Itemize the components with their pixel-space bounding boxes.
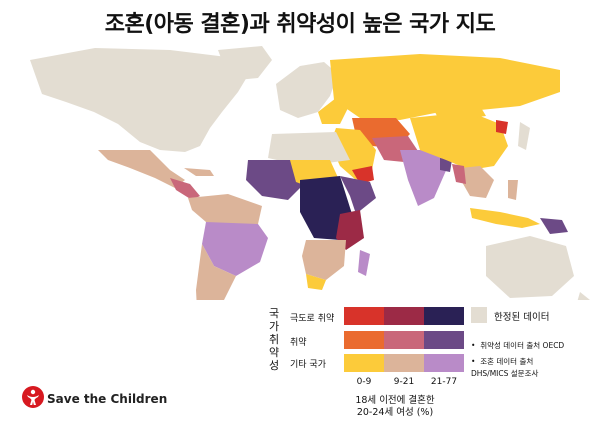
legend-caption: 18세 이전에 결혼한 20-24세 여성 (%) bbox=[320, 395, 470, 419]
west-africa bbox=[246, 160, 304, 200]
brazil bbox=[202, 222, 268, 276]
mexico bbox=[98, 150, 185, 188]
horn-of-africa bbox=[340, 176, 376, 214]
middle-east bbox=[330, 128, 376, 180]
legend-cell-r0-c1 bbox=[384, 307, 424, 325]
myanmar bbox=[452, 164, 466, 184]
legend-col-9-21: 9-21 bbox=[393, 377, 415, 387]
limited-data-swatch bbox=[471, 307, 487, 323]
source-child-marriage-survey: DHS/MICS 설문조사 bbox=[471, 369, 539, 378]
south-america-south bbox=[196, 244, 236, 300]
south-africa bbox=[306, 274, 326, 290]
legend-col-21-77: 21-77 bbox=[430, 377, 458, 387]
india bbox=[400, 150, 448, 206]
bangladesh bbox=[440, 158, 452, 172]
legend-col-0-9: 0-9 bbox=[356, 377, 372, 387]
philippines bbox=[508, 180, 518, 200]
southern-africa bbox=[302, 240, 346, 280]
legend-cell-r2-c2 bbox=[424, 354, 464, 372]
madagascar bbox=[358, 250, 370, 276]
south-america-north bbox=[188, 194, 262, 226]
legend-cell-r1-c1 bbox=[384, 331, 424, 349]
save-the-children-logo-text: Save the Children bbox=[47, 392, 168, 406]
russia bbox=[330, 54, 560, 120]
source-fragility: • 취약성 데이터 출처 OECD bbox=[471, 341, 565, 350]
central-america bbox=[170, 178, 200, 200]
legend-cell-r2-c1 bbox=[384, 354, 424, 372]
north-africa bbox=[268, 132, 350, 166]
cuba-caribbean bbox=[184, 168, 214, 176]
indonesia bbox=[470, 208, 540, 228]
legend-row-fragile: 취약 bbox=[290, 338, 307, 348]
limited-data-label: 한정된 데이터 bbox=[494, 312, 550, 323]
north-korea bbox=[496, 120, 508, 134]
world-map bbox=[30, 46, 590, 300]
china bbox=[410, 112, 508, 170]
southeast-asia bbox=[460, 166, 494, 198]
legend-caption-line1: 18세 이전에 결혼한 bbox=[355, 395, 435, 406]
source-child-marriage-text: 조혼 데이터 출처 bbox=[480, 357, 534, 366]
north-america bbox=[30, 48, 250, 152]
legend-cell-r0-c2 bbox=[424, 307, 464, 325]
new-zealand bbox=[577, 292, 590, 300]
save-the-children-logo-icon bbox=[22, 386, 44, 408]
source-child-marriage: • 조혼 데이터 출처 bbox=[471, 357, 534, 366]
legend-cell-r1-c0 bbox=[344, 331, 384, 349]
australia bbox=[486, 236, 574, 298]
europe bbox=[276, 62, 338, 118]
legend-cell-r0-c0 bbox=[344, 307, 384, 325]
legend-side-label: 국가 취약성 bbox=[268, 307, 280, 372]
greenland bbox=[218, 46, 272, 80]
source-fragility-text: 취약성 데이터 출처 OECD bbox=[480, 341, 565, 350]
legend-row-extremely-fragile: 극도로 취약 bbox=[290, 314, 335, 324]
japan bbox=[518, 122, 530, 150]
legend-cell-r1-c2 bbox=[424, 331, 464, 349]
map-title: 조혼(아동 결혼)과 취약성이 높은 국가 지도 bbox=[104, 12, 496, 37]
legend-row-other: 기타 국가 bbox=[290, 360, 326, 370]
legend-cell-r2-c0 bbox=[344, 354, 384, 372]
mongolia bbox=[434, 106, 486, 122]
legend-caption-line2: 20-24세 여성 (%) bbox=[356, 407, 434, 418]
papua bbox=[540, 218, 568, 234]
